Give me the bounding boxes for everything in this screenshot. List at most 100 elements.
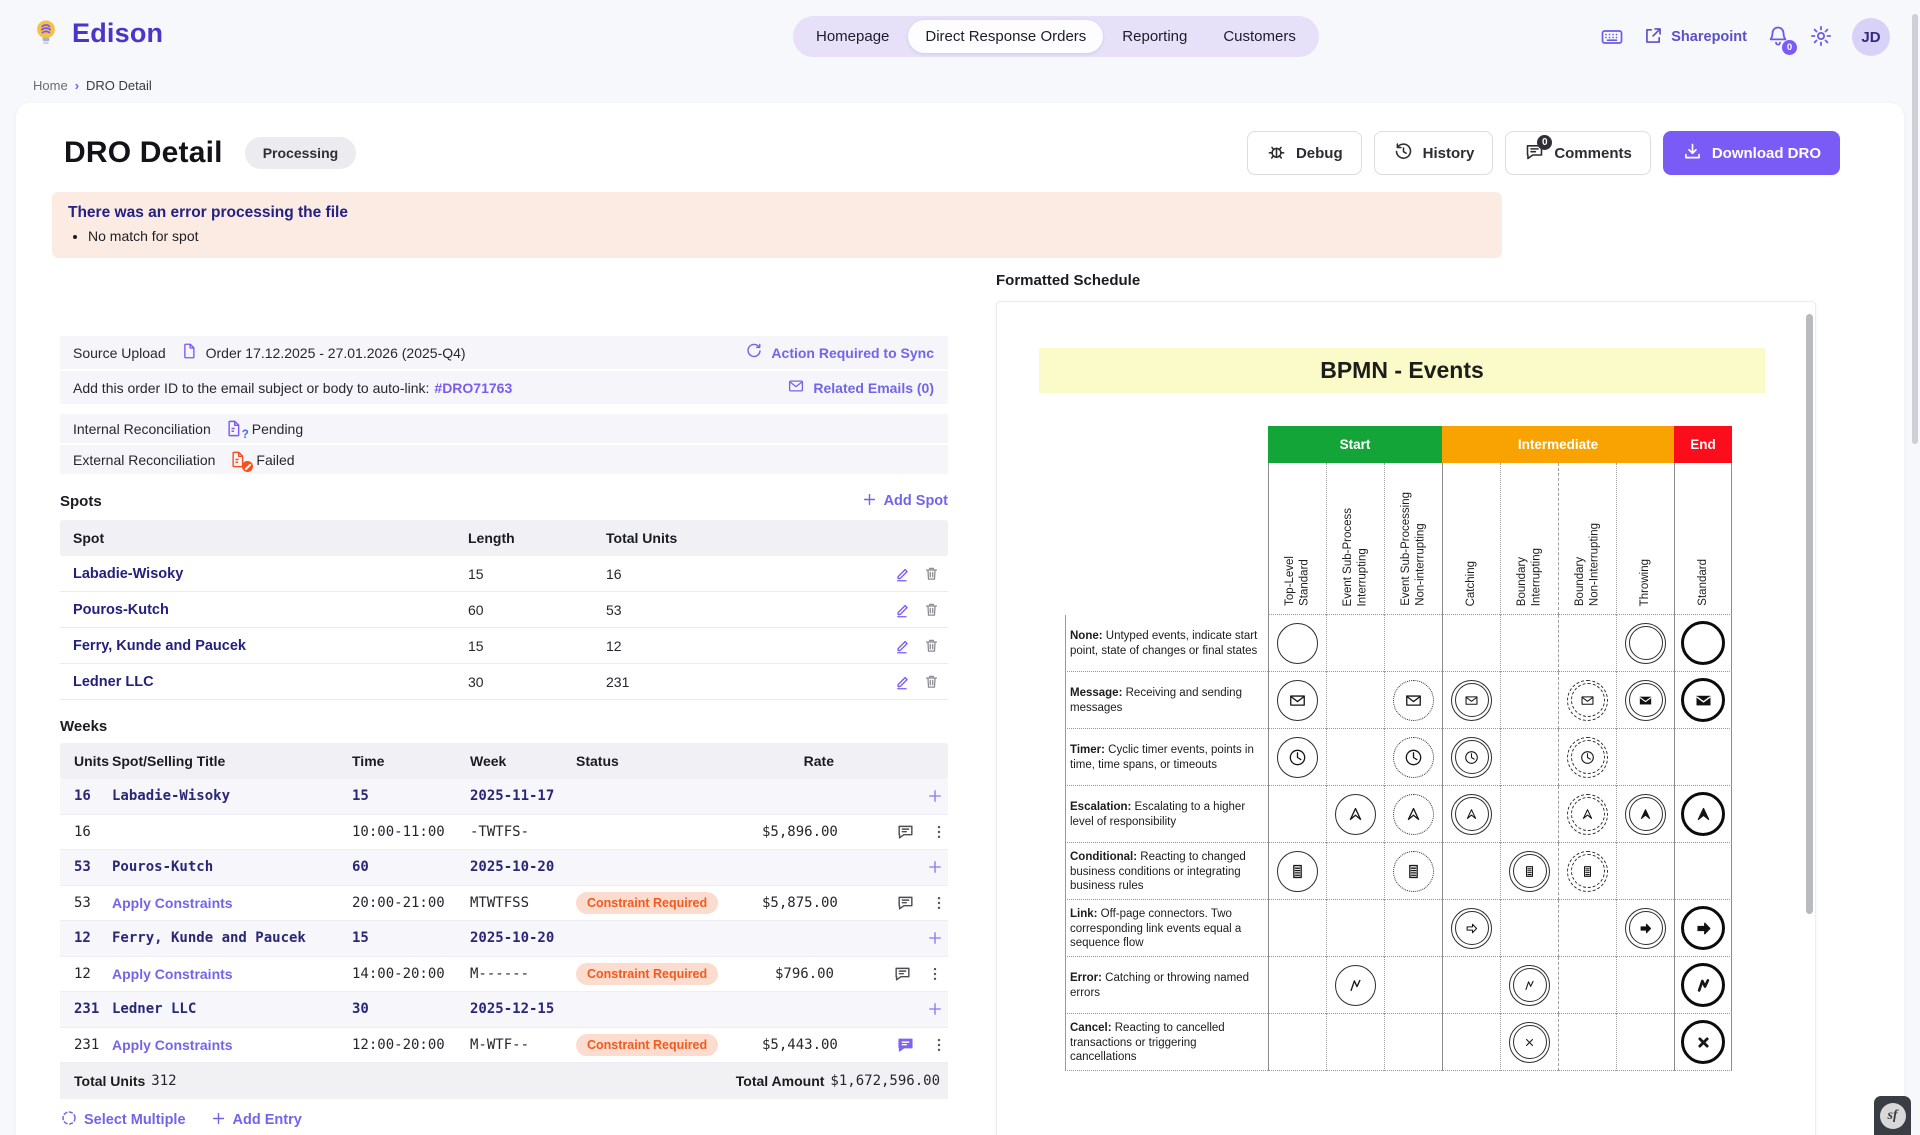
page-scrollbar-thumb[interactable]	[1912, 14, 1918, 444]
spot-name-cell: Labadie-Wisoky	[60, 565, 468, 582]
delete-spot-icon[interactable]	[923, 637, 940, 655]
spot-name-cell: Pouros-Kutch	[60, 601, 468, 618]
sync-action-link[interactable]: Action Required to Sync	[745, 342, 934, 363]
avatar[interactable]: JD	[1852, 18, 1890, 56]
add-entry-button[interactable]: Add Entry	[210, 1110, 302, 1131]
bpmn-cell-cancel-3	[1384, 1014, 1442, 1071]
nav-item-homepage[interactable]: Homepage	[816, 28, 890, 45]
spot-name-link[interactable]: Ledner LLC	[73, 674, 154, 690]
spot-name-link[interactable]: Labadie-Wisoky	[73, 566, 184, 582]
symfony-toolbar-badge[interactable]: sf	[1874, 1096, 1911, 1135]
nav-item-direct-response-orders[interactable]: Direct Response Orders	[908, 20, 1104, 53]
spot-name-link[interactable]: Pouros-Kutch	[73, 602, 169, 618]
week-comment-icon[interactable]	[886, 1035, 926, 1054]
apply-constraints-link[interactable]: Apply Constraints	[112, 894, 233, 911]
week-more-menu-icon[interactable]	[926, 823, 952, 841]
bpmn-col-label: Boundary Non-Interrupting	[1574, 522, 1601, 606]
bpmn-cell-cancel-5	[1500, 1014, 1558, 1071]
external-reconciliation-label: External Reconciliation	[73, 451, 216, 468]
bpmn-row-label: Message: Receiving and sending messages	[1065, 672, 1268, 729]
bpmn-cell-timer-4	[1442, 729, 1500, 786]
nav-item-reporting[interactable]: Reporting	[1122, 28, 1188, 45]
spot-total-units-cell: 53	[606, 601, 622, 618]
week-more-menu-icon[interactable]	[922, 965, 948, 983]
week-comment-icon[interactable]	[886, 822, 926, 841]
bpmn-cell-error-2	[1326, 957, 1384, 1014]
envelope-icon	[787, 377, 805, 398]
bpmn-cell-link-8	[1674, 900, 1732, 957]
week-time: 20:00-21:00	[352, 894, 445, 911]
edit-spot-icon[interactable]	[894, 565, 912, 583]
order-id-link[interactable]: #DRO71763	[434, 379, 513, 396]
bpmn-event-icon-message	[1277, 679, 1318, 721]
week-group-title: Pouros-Kutch	[112, 859, 214, 876]
weeks-table: Units Spot/Selling Title Time Week Statu…	[60, 743, 948, 1132]
add-spot-button[interactable]: Add Spot	[861, 491, 948, 512]
week-more-menu-icon[interactable]	[926, 894, 952, 912]
settings-button[interactable]	[1809, 24, 1833, 51]
notifications-button[interactable]: 0	[1766, 24, 1797, 55]
bpmn-event-icon-escalation	[1451, 793, 1492, 835]
breadcrumb-home[interactable]: Home	[33, 78, 68, 93]
bpmn-cell-conditional-5	[1500, 843, 1558, 900]
nav-item-customers[interactable]: Customers	[1223, 28, 1296, 45]
bpmn-col-label: Throwing	[1639, 558, 1652, 606]
download-dro-button[interactable]: Download DRO	[1662, 131, 1840, 175]
bpmn-event-icon-conditional	[1393, 850, 1434, 892]
bpmn-header-blank	[1065, 463, 1268, 615]
bpmn-cell-error-5	[1500, 957, 1558, 1014]
bpmn-event-icon-conditional	[1277, 850, 1318, 892]
related-emails-link[interactable]: Related Emails (0)	[787, 377, 934, 398]
comments-button[interactable]: 0 Comments	[1505, 131, 1651, 175]
delete-spot-icon[interactable]	[923, 565, 940, 583]
light-bulb-icon	[30, 16, 62, 51]
week-comment-icon[interactable]	[882, 964, 922, 983]
history-button[interactable]: History	[1373, 131, 1494, 175]
external-reconciliation-row: External Reconciliation Failed	[60, 445, 948, 474]
edit-spot-icon[interactable]	[894, 601, 912, 619]
bpmn-cell-conditional-4	[1442, 843, 1500, 900]
delete-spot-icon[interactable]	[923, 601, 940, 619]
external-link-icon	[1643, 25, 1664, 50]
bpmn-cell-cancel-1	[1268, 1014, 1326, 1071]
spot-total-units-cell: 16	[606, 565, 622, 582]
app-logo[interactable]: Edison	[30, 16, 163, 51]
weeks-col-time: Time	[352, 753, 385, 769]
notification-count-badge: 0	[1782, 39, 1797, 55]
add-week-entry-icon[interactable]	[922, 929, 948, 947]
source-file-chip[interactable]: Order 17.12.2025 - 27.01.2026 (2025-Q4)	[180, 342, 466, 363]
delete-spot-icon[interactable]	[923, 673, 940, 691]
week-action-cell: Apply Constraints	[112, 1037, 352, 1053]
schedule-scrollbar-thumb[interactable]	[1806, 314, 1813, 914]
week-group-units: 53	[74, 859, 91, 876]
add-week-entry-icon[interactable]	[922, 1000, 948, 1018]
edit-spot-icon[interactable]	[894, 637, 912, 655]
keyboard-shortcuts-icon[interactable]	[1600, 25, 1624, 49]
debug-button[interactable]: Debug	[1246, 131, 1362, 175]
bpmn-cell-cancel-7	[1616, 1014, 1674, 1071]
gear-icon	[1809, 24, 1833, 51]
week-more-menu-icon[interactable]	[926, 1036, 952, 1054]
week-days: M------	[470, 965, 530, 982]
title-row: DRO Detail Processing Debug History	[16, 103, 1904, 175]
apply-constraints-link[interactable]: Apply Constraints	[112, 965, 233, 982]
week-rate: $5,443.00	[762, 1036, 838, 1053]
week-comment-icon[interactable]	[886, 893, 926, 912]
error-alert: There was an error processing the file N…	[52, 192, 1502, 258]
apply-constraints-link[interactable]: Apply Constraints	[112, 1036, 233, 1053]
bpmn-event-icon-none	[1277, 622, 1318, 664]
spot-row: Labadie-Wisoky 15 16	[60, 556, 948, 592]
internal-reconciliation-label: Internal Reconciliation	[73, 420, 211, 437]
history-icon	[1393, 141, 1414, 166]
sharepoint-link[interactable]: Sharepoint	[1643, 25, 1747, 50]
bpmn-event-icon-error	[1509, 964, 1550, 1006]
comment-icon: 0	[1524, 134, 1553, 166]
weeks-col-rate: Rate	[803, 753, 834, 769]
spot-name-link[interactable]: Ferry, Kunde and Paucek	[73, 638, 246, 654]
add-week-entry-icon[interactable]	[922, 787, 948, 805]
schedule-document-card[interactable]: BPMN - Events Start Intermediate End Top-Le…	[996, 301, 1816, 1135]
select-multiple-button[interactable]: Select Multiple	[60, 1109, 186, 1131]
edit-spot-icon[interactable]	[894, 673, 912, 691]
week-rate: $5,896.00	[762, 823, 838, 840]
add-week-entry-icon[interactable]	[922, 858, 948, 876]
